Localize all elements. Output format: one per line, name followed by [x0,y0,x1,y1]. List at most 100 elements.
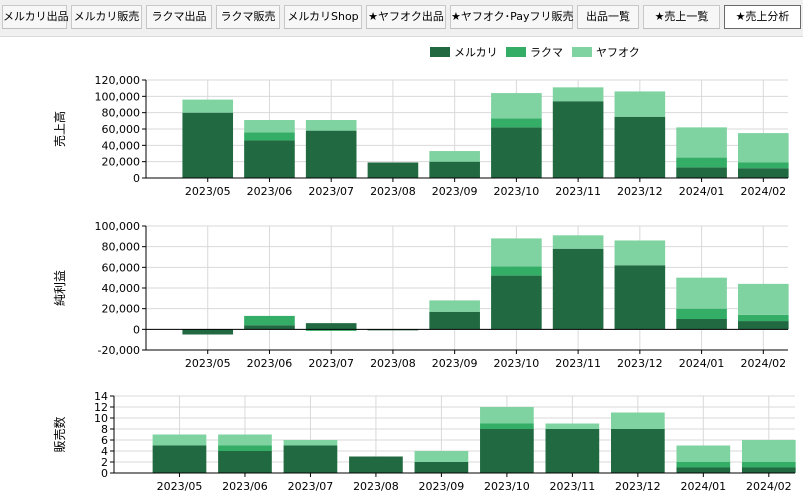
bar-segment [741,440,796,462]
legend-label: メルカリ [454,46,498,59]
y-axis-title: 販売数 [52,416,67,452]
bar-segment [218,451,272,473]
bar-segment [305,323,357,330]
y-tick-label: 120,000 [95,74,141,87]
tab-mercari-shop[interactable]: メルカリShop [284,5,362,29]
bar-segment [741,467,796,473]
bar-segment [491,127,542,178]
x-tick-label: 2023/08 [370,185,416,198]
bar-segment [218,445,272,451]
x-tick-label: 2023/10 [484,480,530,493]
bar-segment [676,167,727,178]
y-tick-label: 10 [94,412,108,425]
x-tick-label: 2023/11 [555,357,601,370]
bar-segment [676,277,727,309]
bar-segment [614,91,666,117]
x-tick-label: 2024/01 [679,357,725,370]
tab-label: メルカリ出品 [3,10,69,23]
y-tick-label: 12 [94,401,108,414]
legend-swatch [430,47,450,57]
bar-segment [480,423,534,429]
x-tick-label: 2024/02 [740,185,786,198]
revenue-chart: 0 20,000 40,000 60,000 80,000 100,000 120,000 2… [52,74,789,198]
tab-mercari-listing[interactable]: メルカリ出品 [2,5,69,29]
bar-segment [283,440,338,446]
y-tick-label: 20,000 [102,156,141,169]
tab-rakuma-listing[interactable]: ラクマ出品 [146,5,212,29]
net-profit-chart: -20,000 0 20,000 40,000 60,000 80,000 100,000 2… [53,220,789,370]
bar-segment [152,434,207,446]
bar-segment [429,311,480,330]
bar-segment [414,451,469,462]
bar-segment [491,275,542,330]
tab-yahuoku-payfuri-sales[interactable]: ★ヤフオク･Payフリ販売 [450,5,574,29]
y-tick-label: 80,000 [102,107,141,120]
bar-segment [676,467,731,473]
bar-segment [676,462,731,468]
y-tick-label: 4 [101,445,108,458]
tab-label: メルカリ販売 [73,10,140,23]
x-tick-label: 2023/05 [185,357,231,370]
bar-segment [552,235,604,249]
tab-label: ラクマ出品 [151,10,207,23]
bar-segment [737,168,789,178]
y-tick-label: 40,000 [102,139,141,152]
bar-segment [182,99,234,113]
y-tick-label: -20,000 [98,344,140,357]
x-tick-label: 2023/10 [494,357,540,370]
bar-segment [244,315,295,326]
x-tick-label: 2023/07 [288,480,334,493]
tab-yahuoku-listing[interactable]: ★ヤフオク出品 [366,5,446,29]
bar-segment [491,238,542,267]
y-tick-label: 60,000 [102,123,141,136]
legend: メルカリ ラクマ ヤフオク [430,46,640,59]
bar-segment [552,248,604,330]
y-tick-label: 0 [133,323,140,336]
y-tick-label: 100,000 [95,220,141,233]
bar-segment [491,118,542,128]
tab-sales-list[interactable]: ★売上一覧 [643,5,720,29]
bar-segment [614,265,666,330]
bar-segment [480,407,534,424]
x-tick-label: 2024/01 [680,480,726,493]
bar-segment [545,423,600,429]
y-tick-label: 80,000 [102,241,141,254]
bar-segment [676,157,727,168]
x-tick-label: 2023/06 [222,480,268,493]
bar-segment [614,240,666,266]
tab-label: 出品一覧 [586,10,630,23]
legend-swatch [572,47,592,57]
tab-label: ★ヤフオク出品 [368,10,444,23]
x-tick-label: 2024/01 [679,185,725,198]
y-tick-label: 14 [94,390,108,403]
y-tick-label: 20,000 [102,303,141,316]
y-tick-label: 60,000 [102,261,141,274]
bar-segment [429,161,480,178]
bar-segment [676,308,727,319]
y-tick-label: 40,000 [102,282,141,295]
legend-swatch [506,47,526,57]
bar-segment [614,116,666,178]
bar-segment [737,314,789,322]
bar-segment [610,429,665,473]
bar-segment [244,325,295,330]
x-tick-label: 2023/06 [247,357,293,370]
x-tick-label: 2023/05 [185,185,231,198]
tab-rakuma-sales[interactable]: ラクマ販売 [216,5,280,29]
tab-listing-list[interactable]: 出品一覧 [577,5,639,29]
tab-mercari-sales[interactable]: メルカリ販売 [71,5,142,29]
bar-segment [491,266,542,276]
bar-segment [676,445,731,462]
bar-segment [552,87,604,102]
x-tick-label: 2023/07 [308,185,354,198]
bar-segment [305,120,357,131]
x-tick-label: 2023/08 [370,357,416,370]
y-axis-title: 純利益 [53,270,67,306]
bar-segment [545,429,600,473]
legend-label: ラクマ [530,46,563,59]
bar-segment [552,101,604,178]
bar-segment [367,162,419,178]
tab-sales-analysis[interactable]: ★売上分析 [724,5,801,29]
tab-label: ★ヤフオク･Payフリ販売 [451,10,574,23]
x-tick-label: 2023/12 [617,185,663,198]
